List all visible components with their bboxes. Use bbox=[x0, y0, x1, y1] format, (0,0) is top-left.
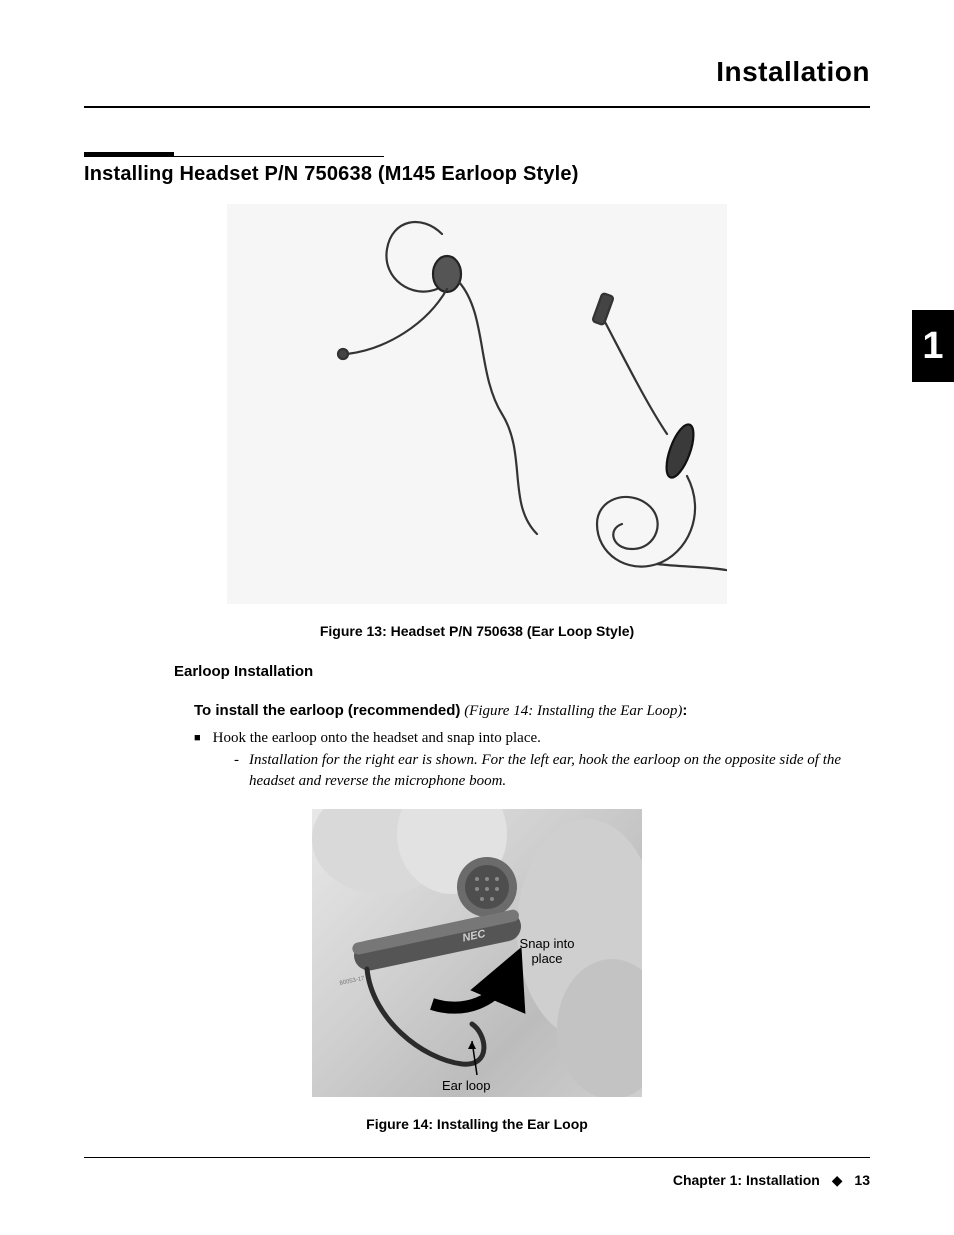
dash-item: - Installation for the right ear is show… bbox=[234, 750, 870, 791]
svg-text:80053-17: 80053-17 bbox=[339, 975, 366, 986]
running-head: Installation bbox=[84, 56, 870, 88]
figure-13-caption: Figure 13: Headset P/N 750638 (Ear Loop … bbox=[84, 623, 870, 639]
label-snap-line2: place bbox=[531, 951, 562, 966]
chapter-tab: 1 bbox=[912, 310, 954, 382]
footer-diamond-icon: ◆ bbox=[832, 1172, 843, 1188]
headset-illustration bbox=[227, 204, 727, 604]
label-snap-into-place: Snap into place bbox=[512, 937, 582, 967]
bullet-item: ■ Hook the earloop onto the headset and … bbox=[194, 728, 870, 748]
bullet-text: Hook the earloop onto the headset and sn… bbox=[213, 728, 541, 748]
figure-13-image bbox=[227, 204, 727, 604]
section-title-block: Installing Headset P/N 750638 (M145 Earl… bbox=[84, 152, 870, 186]
footer-page-number: 13 bbox=[854, 1172, 870, 1188]
figure-14-caption: Figure 14: Installing the Ear Loop bbox=[84, 1116, 870, 1132]
bullet-list: ■ Hook the earloop onto the headset and … bbox=[194, 728, 870, 791]
subhead-earloop-installation: Earloop Installation bbox=[174, 663, 870, 680]
instruction-tail: : bbox=[682, 702, 687, 719]
footer-rule bbox=[84, 1157, 870, 1158]
figure-14-image: NEC 80053-17 Snap into place bbox=[312, 809, 642, 1097]
earloop-install-illustration: NEC 80053-17 bbox=[312, 809, 642, 1097]
instruction-line: To install the earloop (recommended) (Fi… bbox=[194, 702, 870, 720]
label-snap-line1: Snap into bbox=[520, 936, 575, 951]
bullet-marker: ■ bbox=[194, 728, 201, 748]
figure-13: Figure 13: Headset P/N 750638 (Ear Loop … bbox=[84, 204, 870, 639]
header-rule bbox=[84, 106, 870, 108]
title-underline bbox=[84, 156, 384, 157]
dash-text: Installation for the right ear is shown.… bbox=[249, 750, 870, 791]
footer-chapter: Chapter 1: Installation bbox=[673, 1172, 820, 1188]
instruction-ref: (Figure 14: Installing the Ear Loop) bbox=[460, 703, 682, 719]
dash-marker: - bbox=[234, 750, 239, 791]
page-footer: Chapter 1: Installation ◆ 13 bbox=[84, 1157, 870, 1189]
figure-14: NEC 80053-17 Snap into place bbox=[84, 809, 870, 1132]
instruction-lead: To install the earloop (recommended) bbox=[194, 702, 460, 719]
section-title: Installing Headset P/N 750638 (M145 Earl… bbox=[84, 163, 870, 186]
label-ear-loop: Ear loop bbox=[442, 1078, 490, 1093]
